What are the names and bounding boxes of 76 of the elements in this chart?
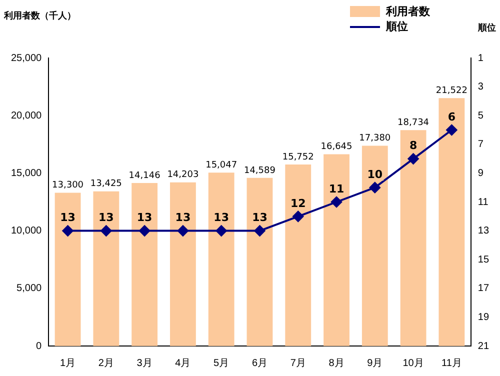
legend-label: 利用者数 bbox=[386, 4, 430, 19]
point bbox=[369, 182, 380, 194]
data-label: 14,589 bbox=[244, 166, 276, 176]
bar bbox=[438, 98, 465, 346]
point bbox=[254, 225, 266, 236]
x-tick-label: 10月 bbox=[402, 358, 424, 369]
y2-tick-label: 3 bbox=[478, 82, 484, 93]
x-tick-label: 7月 bbox=[290, 358, 306, 369]
data-label: 13 bbox=[136, 211, 152, 224]
data-label: 14,203 bbox=[167, 170, 199, 180]
bar bbox=[324, 154, 350, 346]
y2-tick-label: 17 bbox=[478, 283, 490, 294]
bar bbox=[362, 146, 388, 346]
data-label: 13 bbox=[175, 211, 191, 224]
bar bbox=[246, 178, 273, 346]
data-label: 15,047 bbox=[206, 160, 238, 170]
y-tick-label: 15,000 bbox=[10, 168, 42, 179]
point bbox=[177, 225, 188, 236]
x-tick-label: 6月 bbox=[252, 358, 268, 369]
y2-tick-label: 7 bbox=[478, 139, 484, 150]
data-label: 13,300 bbox=[52, 180, 84, 191]
point bbox=[139, 225, 150, 236]
data-label: 10 bbox=[367, 168, 383, 181]
data-label: 21,522 bbox=[436, 86, 468, 96]
bar bbox=[400, 130, 426, 346]
data-label: 15,752 bbox=[282, 152, 314, 162]
data-label: 6 bbox=[448, 110, 456, 124]
y2-tick-label: 11 bbox=[478, 196, 489, 208]
data-label: 12 bbox=[290, 196, 306, 210]
x-tick-label: 9月 bbox=[367, 358, 383, 369]
y2-tick-label: 15 bbox=[478, 254, 490, 266]
data-label: 13 bbox=[214, 211, 229, 224]
x-tick-label: 1月 bbox=[60, 358, 76, 369]
data-label: 14,146 bbox=[128, 170, 161, 181]
data-label: 16,645 bbox=[320, 142, 352, 152]
data-label: 11 bbox=[328, 182, 344, 196]
data-label: 17,380 bbox=[359, 134, 391, 144]
y2-tick-label: 9 bbox=[478, 168, 484, 179]
point bbox=[408, 153, 419, 164]
bar bbox=[285, 164, 312, 346]
point bbox=[446, 124, 458, 136]
y-tick-label: 25,000 bbox=[10, 52, 42, 64]
data-label: 13 bbox=[60, 211, 76, 224]
y2-tick-label: 19 bbox=[478, 312, 490, 323]
x-tick-label: 2月 bbox=[98, 358, 114, 369]
data-label: 13 bbox=[98, 211, 114, 224]
y2-tick-label: 1 bbox=[478, 52, 484, 64]
legend-label: 順位 bbox=[386, 19, 408, 34]
point bbox=[100, 225, 112, 236]
y-tick-label: 20,000 bbox=[10, 110, 42, 122]
x-tick-label: 5月 bbox=[214, 358, 230, 369]
data-label: 8 bbox=[409, 139, 418, 152]
y-tick-label: 5,000 bbox=[16, 283, 42, 294]
point bbox=[292, 210, 304, 222]
x-tick-label: 11月 bbox=[441, 358, 462, 369]
x-tick-label: 3月 bbox=[136, 358, 152, 369]
x-tick-label: 8月 bbox=[328, 358, 344, 369]
y-axis-title: 利用者数（千人） bbox=[3, 10, 76, 22]
y2-tick-label: 21 bbox=[478, 340, 490, 352]
bar bbox=[170, 182, 196, 346]
bar bbox=[54, 192, 81, 346]
data-label: 18,734 bbox=[398, 118, 430, 128]
y2-axis-title: 順位 bbox=[477, 22, 496, 34]
data-label: 13,425 bbox=[90, 179, 122, 190]
point bbox=[62, 225, 74, 236]
point bbox=[216, 225, 227, 236]
y2-tick-label: 13 bbox=[478, 226, 490, 237]
point bbox=[331, 196, 342, 208]
x-tick-label: 4月 bbox=[175, 358, 191, 369]
y-tick-label: 0 bbox=[36, 340, 42, 352]
bar bbox=[93, 191, 120, 346]
bar bbox=[208, 172, 234, 346]
y-tick-label: 10,000 bbox=[10, 226, 42, 237]
y2-tick-label: 5 bbox=[478, 110, 484, 122]
bar bbox=[132, 183, 158, 346]
data-label: 13 bbox=[252, 211, 268, 224]
